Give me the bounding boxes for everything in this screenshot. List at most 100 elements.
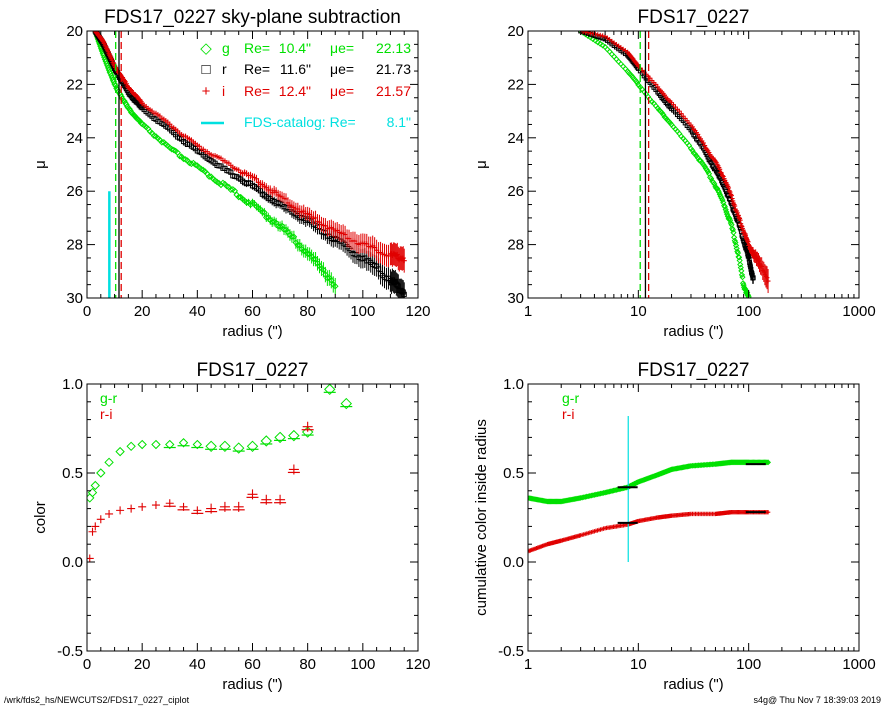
p4-point-g-r [614,486,621,493]
p2-point-r [708,159,714,165]
p3-ylabel: color [32,501,49,534]
p2-xtick-label: 1 [524,303,532,320]
p2-point-g [719,196,726,204]
p2-xlabel: radius (") [663,323,723,340]
p1-legend-mu-label-r: μe= [330,61,354,77]
p2-point-g [745,293,752,298]
p4-point-g-r [612,487,618,494]
p1-xtick-label: 120 [405,303,430,320]
p3-frame [86,383,419,652]
p3-point-g-r [165,439,175,450]
p4-ytick-label: 1.0 [503,376,524,393]
p2-point-i [737,217,743,223]
p2-frame [527,30,860,299]
p1-point-g [188,160,195,168]
p2-point-g [718,194,725,202]
p2-point-i [729,196,735,201]
p4-point-g-r [606,488,613,495]
p3-xtick-label: 0 [83,656,91,673]
p3-ytick-label: 1.0 [62,376,83,393]
p2-point-g [597,40,604,47]
p3-xtick-label: 100 [350,656,375,673]
p2-ylabel: μ [473,160,490,169]
p2-ytick-label: 26 [507,183,524,200]
p3-point-g-r [126,441,136,452]
p4-point-g-r [613,487,620,493]
p2-ytick-label: 20 [507,23,524,40]
p1-point-r [138,104,144,110]
p2-point-i [595,32,601,38]
p2-point-i [720,174,726,179]
p2-point-g [733,245,740,252]
p1-point-g [158,139,166,146]
p4-series-g-r [528,459,772,505]
p4-point-g-r [765,459,772,466]
p3-point-r-i [105,509,114,518]
p2-xtick-label: 100 [736,303,761,320]
p1-point-g [231,187,239,195]
p4-point-g-r [763,459,770,466]
p3-point-g-r [178,438,189,448]
p2-point-i [719,170,724,176]
p2-point-i [734,210,740,216]
p1-xlabel: radius (") [222,323,282,340]
p2-point-i [695,132,701,137]
p2-point-i [689,124,695,130]
p4-xlabel: radius (") [663,676,723,693]
p3-point-g-r [90,480,100,491]
p2-point-g [694,154,701,162]
p2-point-g [732,242,740,249]
p3-axes: 0 20 40 60 80 100 120 -0.5 0.0 0.5 1.0 FDS17_0227ra… [32,360,431,693]
p1-legend-re-label-i: Re= [244,83,270,99]
p1-legend-mu-i: 21.57 [376,83,411,99]
p2-point-i [700,140,706,146]
p2-point-i [732,203,738,209]
p1-xtick-label: 60 [244,303,261,320]
p3-legend-ri: r-i [100,406,112,422]
p1-ytick-label: 30 [66,290,83,307]
p2-point-g [724,211,731,218]
p3-xtick-label: 80 [299,656,316,673]
p2-point-g [726,217,734,224]
p2-point-i [738,223,744,229]
p2-point-g [704,168,712,175]
p1-point-i [196,143,202,149]
p2-point-g [689,147,696,154]
p2-point-g [723,208,730,216]
p4-point-g-r [576,495,583,502]
p3-point-g-r [96,468,106,478]
p3-point-g-r [288,429,300,442]
p4-ylabel: cumulative color inside radius [473,419,490,616]
p2-point-i [702,143,708,148]
p2-point-g [592,37,599,44]
p3-point-g-r [301,426,314,438]
p2-xtick-label: 1000 [842,303,875,320]
p1-legend-re-label-r: Re= [244,61,270,77]
p2-point-i [720,173,725,178]
p4-legend-gr: g-r [562,390,579,406]
p2-point-g [715,189,723,196]
p1-legend-mu-r: 21.73 [376,61,411,77]
p3-ytick-label: 0.5 [62,465,83,482]
p1-legend-band-i: i [222,83,225,99]
p2-ytick-label: 22 [507,76,524,93]
p4-xtick-label: 1000 [842,656,875,673]
p2-point-g [599,42,606,49]
p1-point-g [176,152,183,160]
p2-plot-area [577,31,771,298]
p2-point-g [731,237,738,244]
p2-point-i [653,82,659,87]
p2-point-g [735,254,743,261]
p3-point-r-i [138,502,147,511]
p1-ytick-label: 20 [66,23,83,40]
p1-title: FDS17_0227 sky-plane subtraction [104,7,401,28]
p1-point-g [108,72,115,79]
p1-xtick-label: 0 [83,303,91,320]
p2-point-i [676,108,682,114]
p1-point-g [111,80,118,88]
p2-point-g [727,219,734,227]
p2-point-i [736,215,742,221]
p4-point-g-r [616,486,623,493]
